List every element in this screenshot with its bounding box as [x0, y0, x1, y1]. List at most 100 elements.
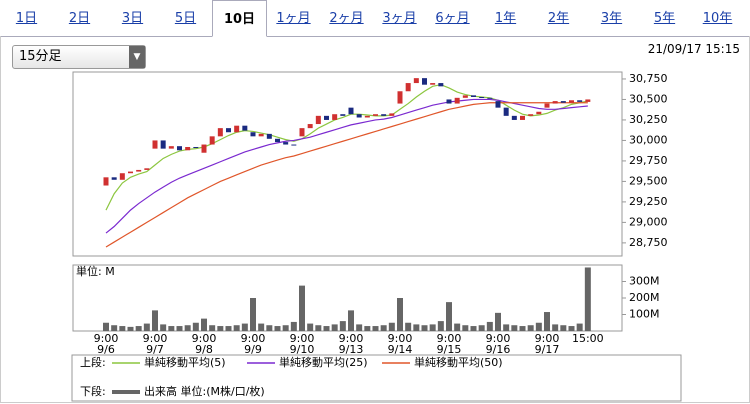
candle	[258, 133, 264, 137]
candle	[446, 99, 452, 104]
x-tick-label: 9:00	[339, 332, 364, 345]
candle	[226, 128, 231, 133]
volume-bar	[111, 325, 118, 331]
volume-bar	[168, 326, 175, 331]
tab[interactable]: 3年	[600, 11, 623, 26]
candle	[193, 146, 199, 148]
volume-bar	[299, 285, 305, 331]
volume-bar	[486, 321, 493, 331]
x-tick-label: 9:00	[192, 332, 217, 345]
candle	[487, 97, 493, 99]
x-date-label: 9/9	[244, 343, 262, 356]
volume-bar	[446, 302, 452, 331]
volume-bar	[152, 310, 158, 331]
volume-bar	[470, 326, 477, 331]
candle	[136, 169, 142, 172]
volume-bar	[315, 325, 322, 331]
candle	[217, 128, 223, 137]
volume-bar	[119, 326, 126, 331]
volume-bar	[331, 324, 338, 331]
volume-bar	[560, 325, 567, 331]
volume-bar	[503, 324, 510, 331]
interval-select[interactable]: 15分足 ▼	[12, 45, 146, 69]
tab[interactable]: 1年	[494, 11, 517, 26]
volume-bar	[266, 325, 273, 331]
candle	[185, 146, 191, 151]
candle	[552, 101, 558, 104]
candle	[479, 96, 485, 98]
candle	[299, 128, 305, 137]
volume-bar	[217, 326, 224, 331]
tab[interactable]: 2年	[547, 11, 570, 26]
x-tick-label: 9:00	[94, 332, 119, 345]
y-tick-label: 29,750	[629, 154, 668, 167]
legend-lower: 下段:	[80, 384, 106, 398]
y-tick-label: 30,750	[629, 72, 668, 85]
x-tick-label: 9:00	[486, 332, 511, 345]
tab[interactable]: 10日	[212, 0, 267, 37]
volume-bar	[535, 322, 542, 331]
candle	[356, 114, 362, 118]
tab[interactable]: 1日	[15, 11, 38, 26]
tab-bar: 1日 2日 3日 5日 10日 1ヶ月 2ヶ月 3ヶ月 6ヶ月 1年 2年 3年 5年 10年	[0, 0, 750, 37]
legend-label: 単純移動平均(5)	[144, 355, 226, 369]
volume-bar	[143, 323, 150, 331]
candle	[340, 114, 346, 116]
dropdown-arrow[interactable]: ▼	[129, 46, 145, 68]
volume-bar	[290, 321, 297, 331]
candle	[381, 114, 387, 116]
candle	[373, 114, 378, 116]
volume-bar	[184, 325, 191, 331]
candle	[422, 78, 427, 85]
legend-label: 単純移動平均(25)	[279, 355, 368, 369]
candle	[201, 144, 207, 153]
tab[interactable]: 5年	[653, 11, 676, 26]
y-tick-label: 300M	[629, 275, 660, 288]
volume-bar	[511, 325, 518, 331]
tab[interactable]: 2日	[68, 11, 91, 26]
tab[interactable]: 3ヶ月	[382, 11, 417, 26]
candle	[242, 125, 248, 131]
x-date-label: 9/15	[437, 343, 462, 356]
candle	[275, 138, 280, 143]
volume-bar	[274, 326, 281, 331]
y-tick-label: 29,000	[629, 215, 668, 228]
y-tick-label: 29,500	[629, 174, 668, 187]
candle	[291, 144, 297, 146]
volume-bar	[584, 267, 591, 331]
volume-bar	[160, 324, 167, 331]
candle	[495, 101, 501, 108]
candle	[364, 115, 370, 118]
candle	[332, 114, 338, 120]
tab[interactable]: 2ヶ月	[329, 11, 364, 26]
volume-bar	[258, 323, 265, 331]
tab[interactable]: 5日	[174, 11, 197, 26]
volume-bar	[135, 326, 142, 331]
tab[interactable]: 10年	[702, 11, 733, 26]
tab[interactable]: 6ヶ月	[435, 11, 470, 26]
y-tick-label: 30,000	[629, 133, 668, 146]
legend-label: 単純移動平均(50)	[414, 355, 503, 369]
candle	[103, 177, 109, 186]
candle	[577, 100, 583, 102]
x-tick-label: 9:00	[241, 332, 266, 345]
volume-bar	[380, 325, 387, 331]
x-tick-label: 9:00	[437, 332, 462, 345]
volume-bar	[421, 325, 428, 331]
candle	[405, 83, 411, 92]
candle	[144, 168, 150, 170]
volume-bar	[388, 322, 395, 331]
volume-bar	[241, 323, 248, 331]
x-tick-label: 9:00	[535, 332, 560, 345]
candle	[160, 140, 166, 149]
volume-bar	[478, 325, 485, 331]
tab[interactable]: 3日	[121, 11, 144, 26]
volume-bar	[356, 324, 363, 331]
candle	[397, 91, 403, 104]
candle	[152, 140, 158, 149]
candle	[438, 83, 444, 87]
candle	[119, 173, 125, 180]
volume-bar	[282, 325, 289, 331]
tab[interactable]: 1ヶ月	[276, 11, 311, 26]
